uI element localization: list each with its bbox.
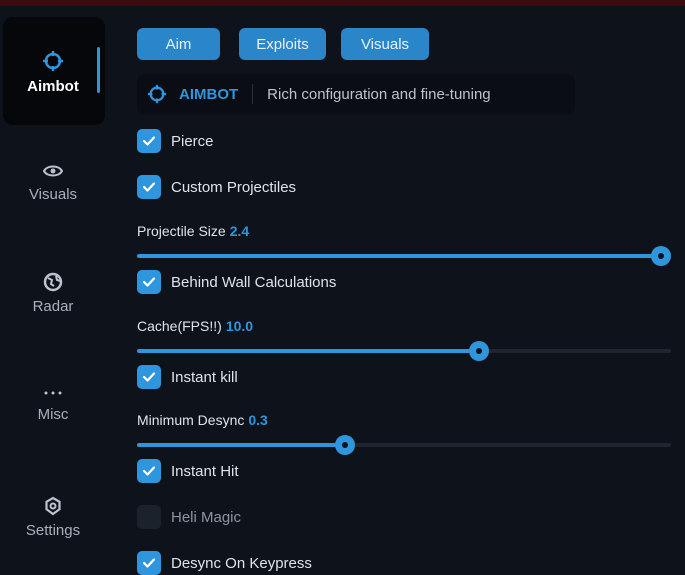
- eye-icon: [42, 165, 64, 177]
- slider-thumb[interactable]: [651, 246, 671, 266]
- checkbox-label: Pierce: [171, 132, 214, 150]
- divider: [252, 84, 254, 104]
- checkbox-unchecked[interactable]: [137, 505, 161, 529]
- slider-thumb[interactable]: [468, 341, 489, 361]
- sidebar-item-aimbot[interactable]: Aimbot: [0, 50, 106, 95]
- section-description: Rich configuration and fine-tuning: [267, 85, 491, 103]
- slider-value: 10.0: [225, 318, 254, 334]
- window-top-bar: [0, 0, 685, 6]
- checkbox-custom-projectiles[interactable]: Custom Projectiles: [137, 175, 296, 199]
- tab-exploits[interactable]: Exploits: [239, 28, 326, 60]
- checkmark-icon: [142, 558, 156, 568]
- sidebar-item-label: Radar: [32, 298, 74, 315]
- crosshair-icon: [147, 84, 167, 104]
- sidebar-item-misc[interactable]: Misc: [0, 386, 106, 423]
- sidebar-item-label: Misc: [37, 406, 69, 423]
- checkbox-checked[interactable]: [137, 365, 161, 389]
- slider-label: Minimum Desync: [137, 412, 245, 428]
- checkmark-icon: [142, 136, 156, 146]
- checkbox-label: Instant kill: [171, 368, 238, 386]
- slider-track: [137, 443, 671, 447]
- section-header: AIMBOT Rich configuration and fine-tunin…: [137, 74, 575, 114]
- slider-fill: [137, 349, 479, 353]
- checkbox-heli-magic[interactable]: Heli Magic: [137, 505, 241, 529]
- section-title: AIMBOT: [179, 85, 239, 103]
- sidebar-item-label: Visuals: [28, 186, 78, 203]
- checkmark-icon: [142, 277, 156, 287]
- slider-thumb[interactable]: [335, 435, 356, 455]
- sidebar-item-visuals[interactable]: Visuals: [0, 162, 106, 203]
- sidebar-item-label: Settings: [25, 522, 81, 539]
- projectile-size-slider[interactable]: [137, 246, 671, 266]
- checkmark-icon: [142, 182, 156, 192]
- slider-label: Cache(FPS!!): [137, 318, 222, 334]
- checkbox-label: Behind Wall Calculations: [171, 273, 337, 291]
- checkbox-checked[interactable]: [137, 175, 161, 199]
- checkbox-instant-kill[interactable]: Instant kill: [137, 365, 238, 389]
- min-desync-slider[interactable]: [137, 435, 671, 455]
- sidebar-item-radar[interactable]: Radar: [0, 272, 106, 315]
- checkbox-label: Custom Projectiles: [171, 178, 297, 196]
- slider-value: 2.4: [229, 223, 250, 239]
- checkbox-checked[interactable]: [137, 551, 161, 575]
- sidebar-item-settings[interactable]: Settings: [0, 496, 106, 539]
- checkbox-checked[interactable]: [137, 459, 161, 483]
- projectile-size-label: Projectile Size 2.4: [137, 223, 249, 239]
- cache-slider[interactable]: [137, 341, 671, 361]
- min-desync-label: Minimum Desync 0.3: [137, 412, 268, 428]
- checkbox-behind-wall[interactable]: Behind Wall Calculations: [137, 270, 336, 294]
- checkmark-icon: [142, 372, 156, 382]
- sidebar-item-label: Aimbot: [27, 78, 79, 95]
- tab-aim[interactable]: Aim: [137, 28, 220, 60]
- checkbox-instant-hit[interactable]: Instant Hit: [137, 459, 239, 483]
- slider-fill: [137, 443, 346, 447]
- globe-icon: [43, 272, 63, 292]
- crosshair-icon: [43, 51, 63, 71]
- checkbox-label: Instant Hit: [171, 462, 239, 480]
- checkbox-label: Desync On Keypress: [171, 554, 312, 572]
- gear-icon: [45, 496, 61, 516]
- sidebar-active-indicator: [97, 47, 100, 93]
- checkbox-checked[interactable]: [137, 129, 161, 153]
- checkbox-pierce[interactable]: Pierce: [137, 129, 214, 153]
- checkbox-label: Heli Magic: [171, 508, 242, 526]
- tab-visuals[interactable]: Visuals: [341, 28, 429, 60]
- ellipsis-icon: [44, 391, 62, 395]
- slider-label: Projectile Size: [137, 223, 226, 239]
- checkbox-checked[interactable]: [137, 270, 161, 294]
- cache-label: Cache(FPS!!) 10.0: [137, 318, 253, 334]
- checkmark-icon: [142, 466, 156, 476]
- checkbox-desync-keypress[interactable]: Desync On Keypress: [137, 551, 312, 575]
- slider-fill: [137, 254, 661, 258]
- slider-value: 0.3: [248, 412, 268, 428]
